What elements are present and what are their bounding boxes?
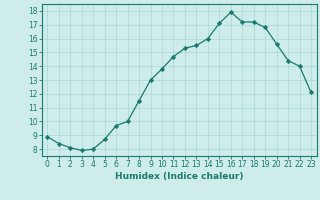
X-axis label: Humidex (Indice chaleur): Humidex (Indice chaleur)	[115, 172, 244, 181]
